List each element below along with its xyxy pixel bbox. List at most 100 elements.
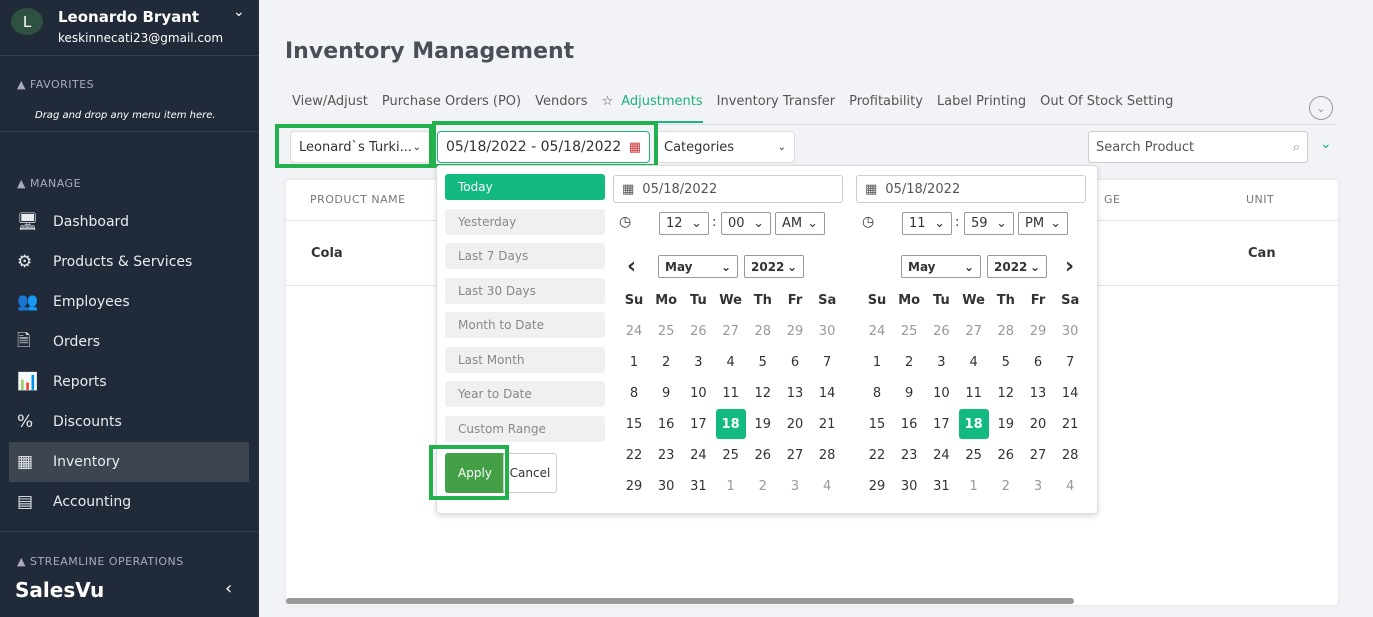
calendar-day[interactable]: 28 xyxy=(1061,447,1079,463)
favorites-section[interactable]: ▲ FAVORITES xyxy=(17,78,95,91)
calendar-day[interactable]: 1 xyxy=(969,478,978,494)
calendar-day[interactable]: 6 xyxy=(1033,354,1043,370)
tab-out-of-stock-setting[interactable]: Out Of Stock Setting xyxy=(1040,94,1173,123)
calendar-day[interactable]: 29 xyxy=(786,323,804,339)
calendar-day[interactable]: 7 xyxy=(1066,354,1075,370)
end-date-input[interactable]: ▦ 05/18/2022 xyxy=(856,175,1086,203)
hour-select[interactable]: 11 ⌄ xyxy=(902,212,952,235)
range-option[interactable]: Last Month xyxy=(445,346,605,373)
calendar-day[interactable]: 19 xyxy=(997,416,1015,432)
calendar-day[interactable]: 29 xyxy=(625,478,643,494)
calendar-day[interactable]: 2 xyxy=(905,354,914,370)
calendar-day[interactable]: 24 xyxy=(690,447,707,463)
calendar-day[interactable]: 17 xyxy=(933,416,950,432)
sidebar-item-dashboard[interactable]: 🖥 Dashboard xyxy=(9,202,249,242)
calendar-day[interactable]: 15 xyxy=(868,416,886,432)
calendar-day[interactable]: 26 xyxy=(690,323,707,339)
avatar[interactable]: L xyxy=(11,8,43,35)
categories-select[interactable]: Categories ⌄ xyxy=(655,131,795,163)
range-option[interactable]: Today xyxy=(445,174,605,200)
range-option[interactable]: Last 7 Days xyxy=(445,243,605,269)
sidebar-item-accounting[interactable]: ▤ Accounting xyxy=(9,482,249,522)
calendar-day[interactable]: 20 xyxy=(786,416,804,432)
calendar-day[interactable]: 29 xyxy=(1029,323,1047,339)
tab-view-adjust[interactable]: View/Adjust xyxy=(292,94,368,123)
streamline-section[interactable]: ▲ STREAMLINE OPERATIONS xyxy=(17,555,184,568)
calendar-day[interactable]: 2 xyxy=(1001,478,1010,494)
tab-inventory-transfer[interactable]: Inventory Transfer xyxy=(717,94,836,123)
sidebar-item-orders[interactable]: 🗎 Orders xyxy=(9,322,249,362)
calendar-day[interactable]: 30 xyxy=(900,478,918,494)
calendar-day[interactable]: 28 xyxy=(997,323,1015,339)
calendar-day[interactable]: 30 xyxy=(818,323,836,339)
search-input[interactable]: Search Product ⌕ xyxy=(1088,131,1308,163)
next-month-icon[interactable]: › xyxy=(1065,254,1075,279)
calendar-day[interactable]: 2 xyxy=(662,354,671,370)
apply-button[interactable]: Apply xyxy=(445,453,505,493)
calendar-day[interactable]: 30 xyxy=(1061,323,1079,339)
location-select[interactable]: Leonard`s Turki... ⌄ xyxy=(290,131,430,163)
chevron-down-icon[interactable]: ⌄ xyxy=(233,4,245,20)
calendar-day[interactable]: 25 xyxy=(965,447,982,463)
year-select[interactable]: 2022 ⌄ xyxy=(744,255,804,278)
calendar-day[interactable]: 29 xyxy=(868,478,886,494)
start-date-input[interactable]: ▦ 05/18/2022 xyxy=(613,175,843,203)
tab-vendors[interactable]: Vendors xyxy=(535,94,587,123)
calendar-day[interactable]: 16 xyxy=(657,416,675,432)
chevron-down-icon[interactable]: ⌄ xyxy=(1320,136,1332,152)
calendar-day[interactable]: 20 xyxy=(1029,416,1047,432)
calendar-day[interactable]: 13 xyxy=(1029,385,1047,401)
calendar-day[interactable]: 31 xyxy=(690,478,707,494)
prev-month-icon[interactable]: ‹ xyxy=(627,254,637,279)
selected-day[interactable]: 18 xyxy=(958,409,989,439)
calendar-day[interactable]: 1 xyxy=(629,354,639,370)
ampm-select[interactable]: AM ⌄ xyxy=(775,212,825,235)
calendar-day[interactable]: 5 xyxy=(758,354,767,370)
calendar-day[interactable]: 30 xyxy=(657,478,675,494)
selected-day[interactable]: 18 xyxy=(715,409,746,439)
search-icon[interactable]: ⌕ xyxy=(1292,139,1300,155)
calendar-day[interactable]: 6 xyxy=(790,354,800,370)
sidebar-item-reports[interactable]: 📊 Reports xyxy=(9,362,249,402)
calendar-day[interactable]: 27 xyxy=(965,323,982,339)
calendar-day[interactable]: 22 xyxy=(625,447,643,463)
calendar-day[interactable]: 9 xyxy=(662,385,671,401)
calendar-day[interactable]: 7 xyxy=(823,354,832,370)
sidebar-item-products-services[interactable]: ⚙ Products & Services xyxy=(9,242,249,282)
calendar-day[interactable]: 31 xyxy=(933,478,950,494)
calendar-day[interactable]: 1 xyxy=(726,478,735,494)
month-select[interactable]: May ⌄ xyxy=(658,255,738,278)
tab-purchase-orders-po-[interactable]: Purchase Orders (PO) xyxy=(382,94,521,123)
date-range-input[interactable]: 05/18/2022 - 05/18/2022 ▦ xyxy=(437,131,650,163)
calendar-day[interactable]: 21 xyxy=(818,416,836,432)
calendar-day[interactable]: 5 xyxy=(1001,354,1010,370)
calendar-day[interactable]: 3 xyxy=(790,478,800,494)
calendar-day[interactable]: 25 xyxy=(722,447,739,463)
year-select[interactable]: 2022 ⌄ xyxy=(987,255,1047,278)
collapse-sidebar-icon[interactable]: ‹ xyxy=(225,578,233,599)
calendar-day[interactable]: 4 xyxy=(1066,478,1075,494)
calendar-day[interactable]: 28 xyxy=(754,323,772,339)
calendar-day[interactable]: 27 xyxy=(722,323,739,339)
calendar-day[interactable]: 1 xyxy=(872,354,882,370)
calendar-day[interactable]: 22 xyxy=(868,447,886,463)
calendar-day[interactable]: 9 xyxy=(905,385,914,401)
calendar-day[interactable]: 25 xyxy=(657,323,675,339)
calendar-day[interactable]: 17 xyxy=(690,416,707,432)
calendar-day[interactable]: 25 xyxy=(900,323,918,339)
month-select[interactable]: May ⌄ xyxy=(901,255,981,278)
tab-adjustments[interactable]: ☆ Adjustments xyxy=(601,94,703,123)
calendar-day[interactable]: 4 xyxy=(969,354,978,370)
calendar-day[interactable]: 11 xyxy=(965,385,982,401)
calendar-day[interactable]: 12 xyxy=(754,385,772,401)
range-option[interactable]: Month to Date xyxy=(445,312,605,338)
calendar-day[interactable]: 27 xyxy=(786,447,804,463)
calendar-day[interactable]: 10 xyxy=(690,385,707,401)
calendar-day[interactable]: 24 xyxy=(868,323,886,339)
sidebar-item-inventory[interactable]: ▦ Inventory xyxy=(9,442,249,482)
calendar-day[interactable]: 10 xyxy=(933,385,950,401)
tab-label-printing[interactable]: Label Printing xyxy=(937,94,1026,123)
range-option[interactable]: Last 30 Days xyxy=(445,277,605,304)
hour-select[interactable]: 12 ⌄ xyxy=(659,212,709,235)
calendar-day[interactable]: 11 xyxy=(722,385,739,401)
